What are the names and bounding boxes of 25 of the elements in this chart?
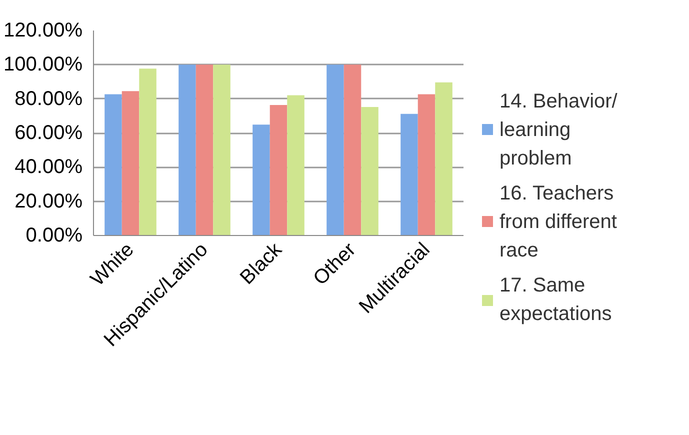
bar: [139, 68, 156, 236]
bar: [213, 64, 230, 236]
legend-label: 14. Behavior/learning problem: [500, 90, 618, 170]
y-tick-label: 40.00%: [14, 156, 83, 178]
legend-label: 16. Teachers from different race: [500, 182, 618, 262]
bar: [326, 64, 344, 236]
bar: [344, 64, 362, 236]
bar: [361, 107, 378, 236]
y-tick-label: 60.00%: [14, 122, 83, 144]
y-tick-label: 120.00%: [4, 20, 83, 42]
y-tick-label: 20.00%: [14, 190, 83, 212]
bar: [178, 64, 196, 236]
bar: [104, 94, 122, 236]
legend-label: 17. Same expectations: [500, 274, 612, 326]
y-tick-label: 0.00%: [26, 224, 83, 246]
bar: [196, 64, 214, 236]
bar: [122, 91, 140, 236]
y-tick-label: 80.00%: [14, 88, 83, 110]
bar: [435, 82, 452, 236]
bar: [400, 114, 418, 236]
bar: [252, 124, 270, 236]
bar: [287, 95, 304, 236]
bar: [418, 94, 436, 236]
bar: [270, 104, 288, 236]
y-tick-label: 100.00%: [4, 54, 83, 76]
